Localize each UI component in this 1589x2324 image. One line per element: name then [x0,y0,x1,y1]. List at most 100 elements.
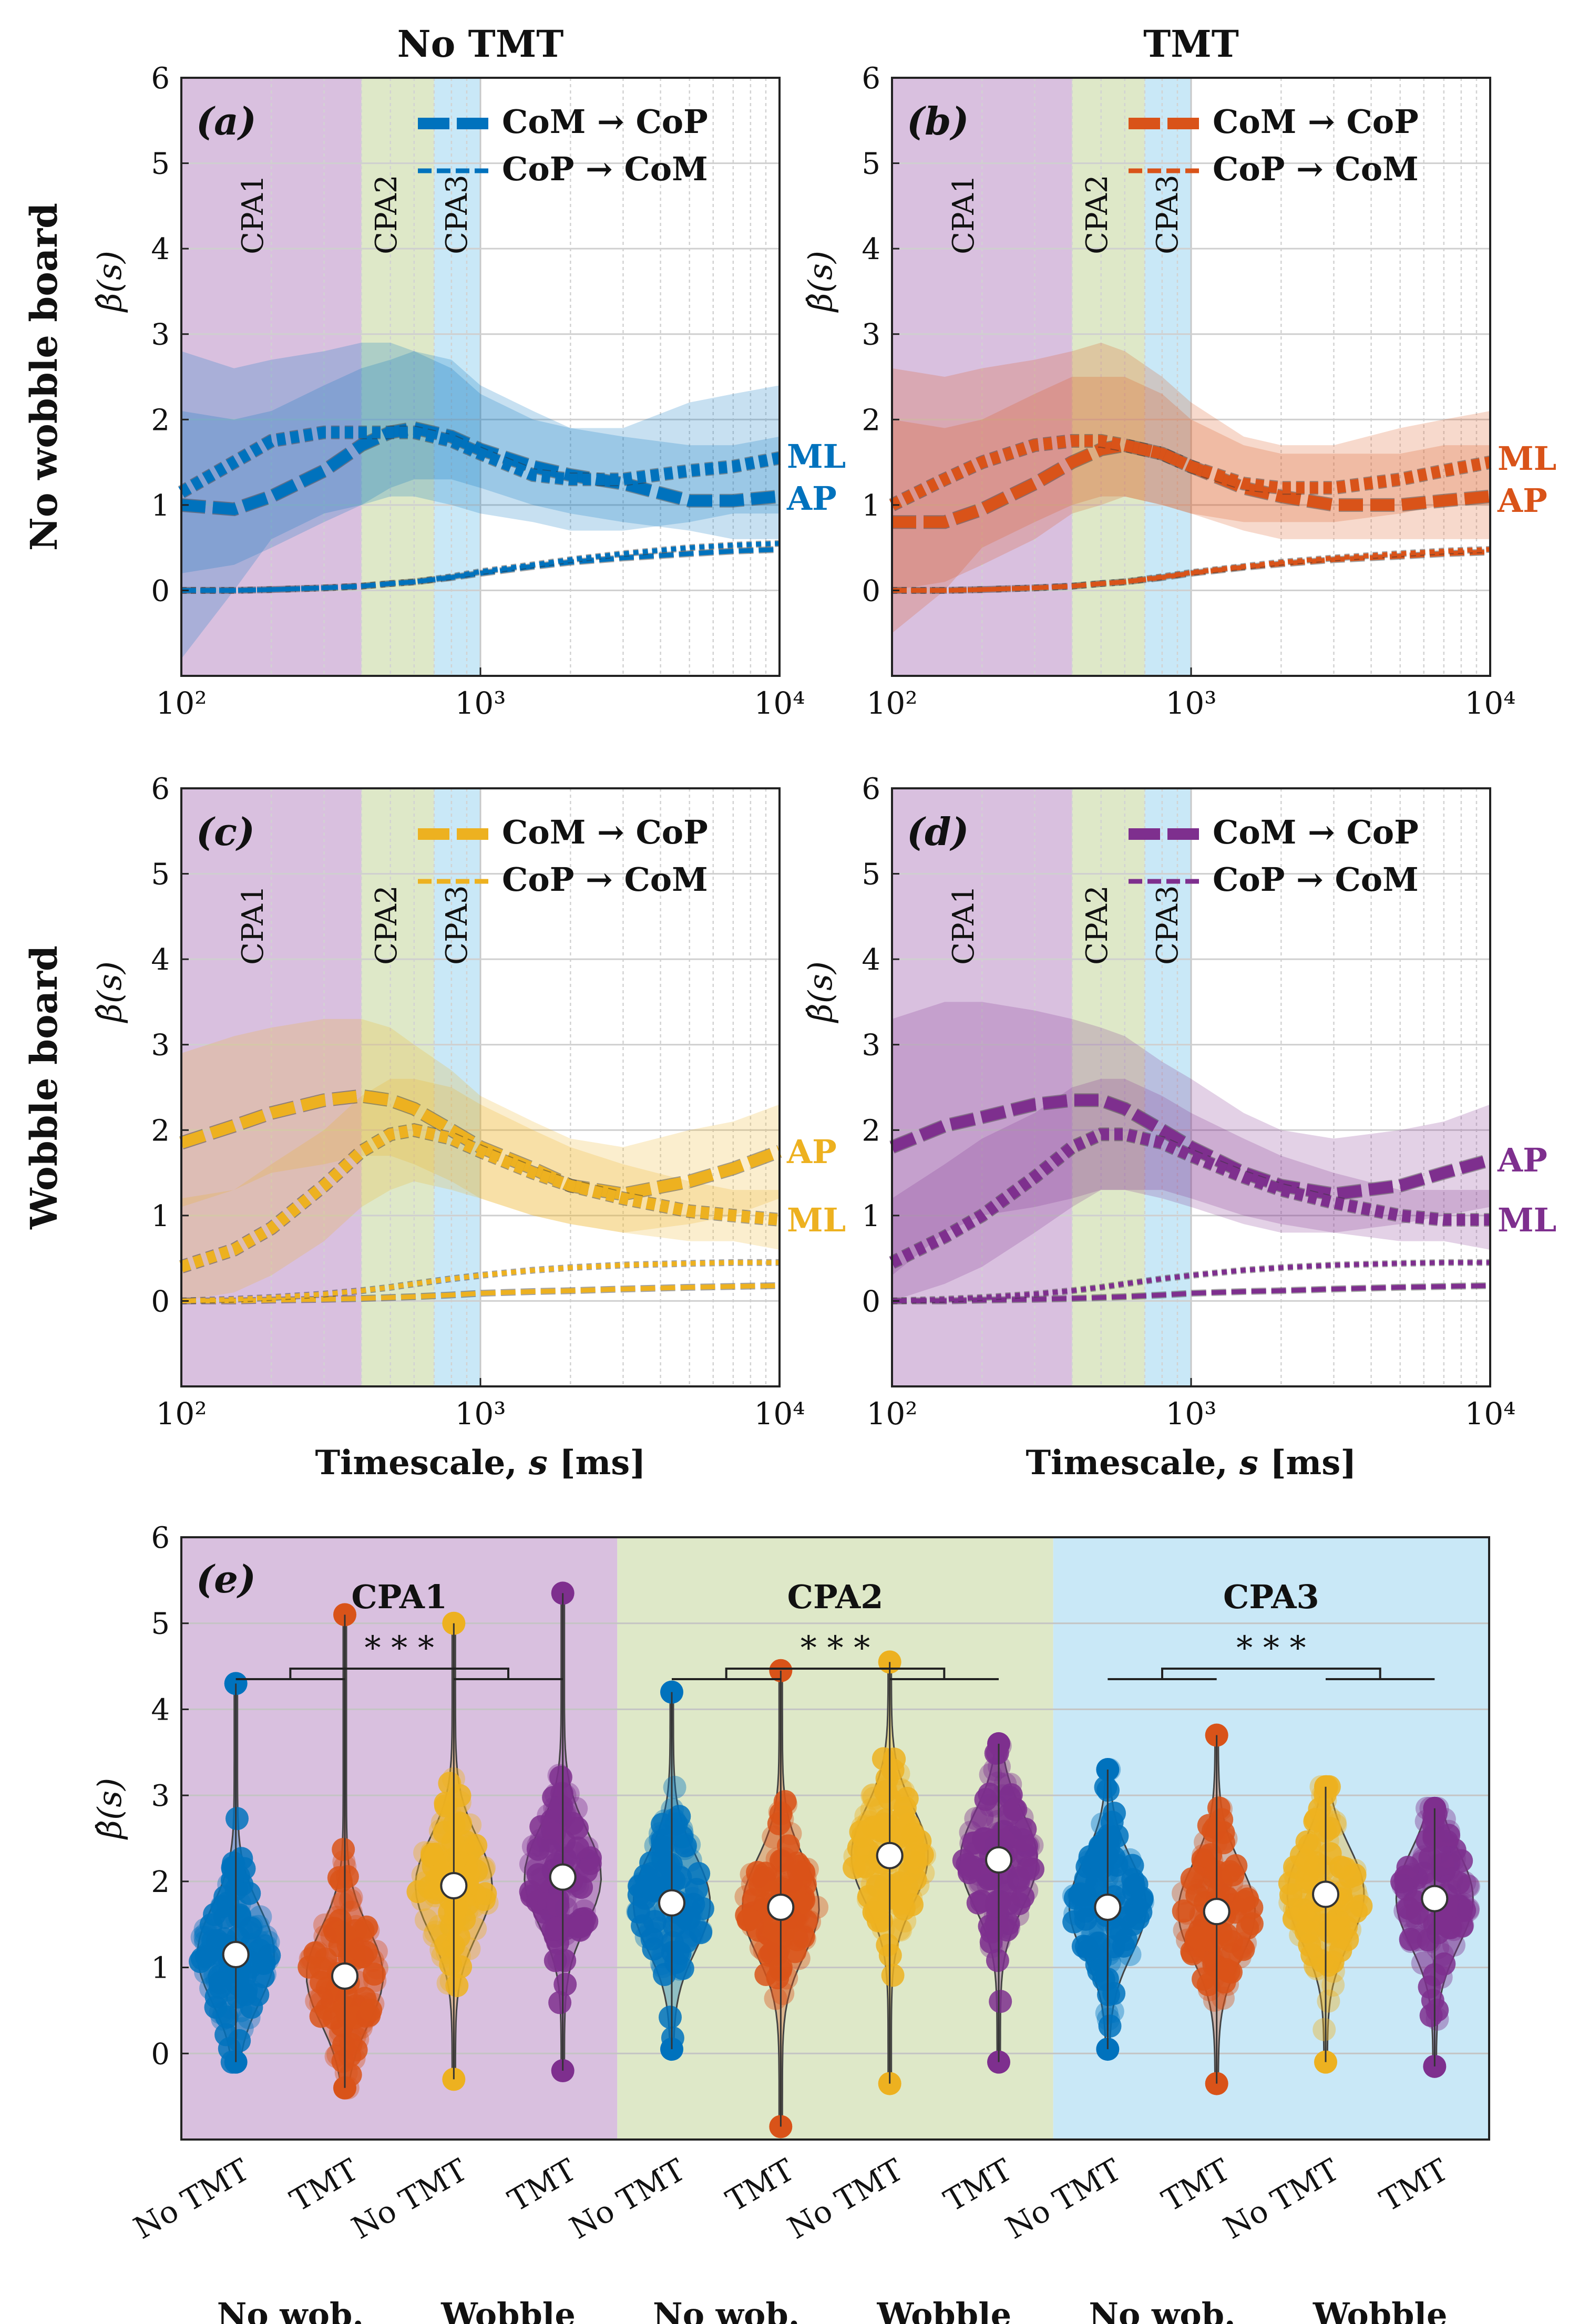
data-point [748,1874,772,1897]
panel-d: CPA1 CPA2 CPA3 0 1 2 3 4 5 6 10² 10³ 10⁴ (d) CoM → CoP… [801,772,1556,1432]
data-point [475,1891,499,1915]
ci-band-ml [181,343,780,659]
category-label: No TMT [128,2152,255,2246]
data-point [980,1920,1003,1944]
condition-label-no-wobble: No wob. [1089,2296,1235,2324]
data-point [223,1856,247,1879]
data-point [867,1895,890,1919]
y-tick-label: 2 [151,403,170,437]
y-tick-label: 2 [151,1114,170,1148]
region-label-cpa1: CPA1 [947,885,981,964]
data-point [1175,1901,1199,1925]
x-tick-label: 10² [156,1396,207,1432]
y-axis-label: β̂(s) [90,251,129,313]
data-point [1062,1884,1085,1908]
condition-label-no-wobble: No wob. [653,2296,799,2324]
data-point [1119,1848,1142,1871]
data-point [977,1867,1001,1891]
y-tick-label: 0 [862,574,880,608]
series-line-reverse-ml [181,541,780,593]
data-point [548,1991,572,2014]
ci-band-ap [181,1019,780,1233]
data-point [1318,1842,1342,1865]
data-point [525,1857,549,1881]
cpa3-region [1144,788,1191,1386]
legend-reverse: CoP → CoM [502,860,708,899]
data-point [1294,1920,1318,1943]
data-point [553,1972,577,1996]
row-title-no-wobble: No wobble board [22,203,66,551]
data-point [1285,1898,1309,1922]
data-point [406,1880,430,1904]
end-label-ml: ML [1498,439,1556,478]
y-tick-label: 6 [151,772,170,806]
data-point [346,2028,370,2051]
data-point [365,1956,388,1980]
data-point [1095,2001,1119,2025]
data-point [1278,1871,1301,1895]
y-tick-label: 3 [862,318,880,352]
data-point [1450,1849,1473,1873]
data-point [1187,1926,1211,1950]
data-point [643,1910,667,1934]
data-point [445,1974,469,1998]
data-point [217,1873,241,1896]
y-axis-label: β̂(s) [801,961,839,1023]
category-label: TMT [1156,2152,1236,2218]
end-label-ap: AP [1497,481,1547,520]
data-point [964,1807,988,1831]
median-marker [331,1962,358,1990]
legend-forward: CoM → CoP [1213,813,1419,851]
legend-forward: CoM → CoP [502,102,708,141]
data-point [974,1787,998,1811]
data-point [543,1796,567,1820]
ci-band-ml [892,343,1490,633]
data-point [566,1816,589,1840]
data-point [447,1811,470,1834]
data-point [228,1903,251,1927]
data-point [462,1895,485,1918]
region-label-cpa3: CPA3 [440,885,474,964]
series-line-forward-ml [889,1128,1490,1268]
category-label: No TMT [346,2152,474,2246]
data-point [651,1839,674,1863]
y-axis-label: β̂(s) [90,961,129,1023]
y-axis-label: β̂(s) [801,251,839,313]
data-point [1203,1988,1226,2012]
condition-label-wobble: Wobble [877,2296,1012,2324]
data-point [330,1869,353,1893]
panel-label: (b) [907,99,969,143]
data-point [1313,2018,1336,2041]
data-point [737,1908,761,1931]
data-point [1192,1967,1215,1991]
data-point [1317,1953,1340,1977]
axes-box [180,1536,1490,2141]
data-point [881,1759,905,1782]
data-point [434,1934,458,1957]
y-tick-label: 5 [151,147,170,181]
data-point [550,1795,573,1818]
x-tick-label: 10⁴ [1464,685,1515,721]
data-point [430,1811,454,1835]
panel-label: (a) [196,99,257,143]
median-marker [767,1893,795,1921]
y-tick-label: 5 [151,858,170,892]
y-tick-label: 5 [862,858,880,892]
y-tick-label: 4 [151,232,170,266]
category-label: No TMT [563,2152,691,2246]
category-label: TMT [720,2152,801,2218]
series-line-forward-ml [179,1124,781,1272]
data-point [449,1955,473,1979]
data-point [254,1925,278,1948]
data-point [1418,1846,1442,1870]
region-label-cpa1: CPA1 [236,885,270,964]
condition-label-wobble: Wobble [440,2296,576,2324]
data-point [1419,2004,1443,2028]
x-axis-label: Timescale, s [ms] [1026,1443,1356,1483]
data-point [359,1998,383,2022]
cpa3-region [434,788,480,1386]
data-point [228,1891,251,1915]
column-title-tmt: TMT [1143,22,1239,66]
cpa2-region [361,788,434,1386]
data-point [1442,1934,1465,1957]
